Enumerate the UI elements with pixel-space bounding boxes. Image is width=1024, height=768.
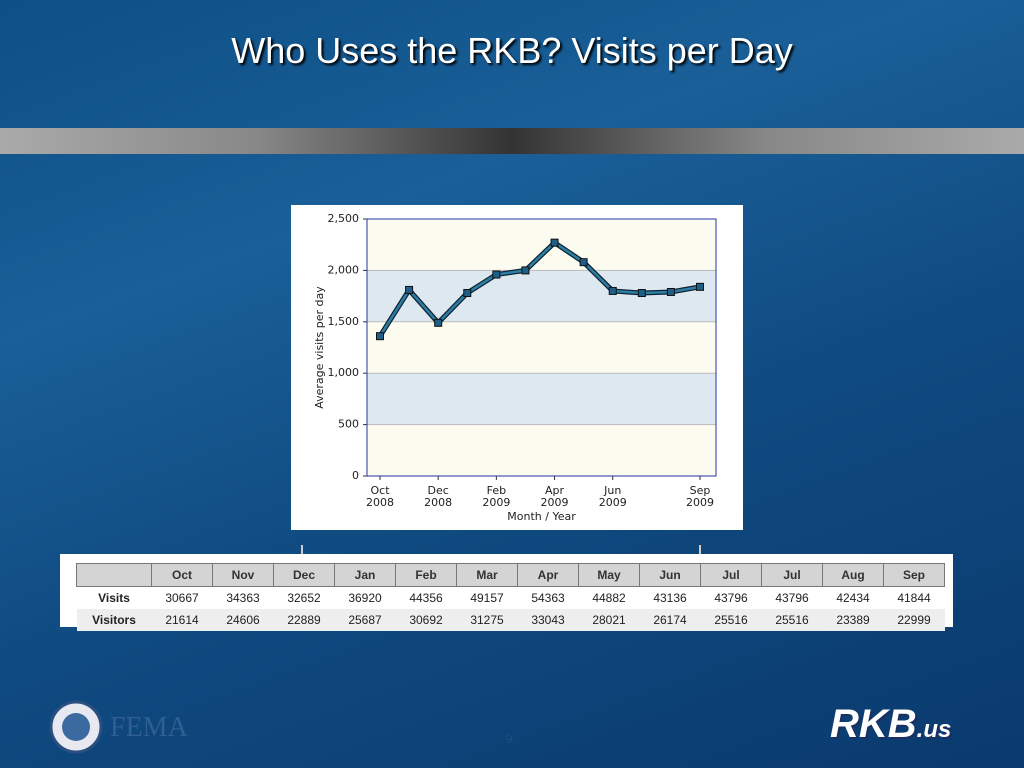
plot-band: [367, 321, 716, 374]
header-cell: Nov: [212, 563, 274, 587]
table-cell: 44882: [592, 591, 626, 605]
table-cell: 25516: [700, 609, 762, 631]
header-cell: Jan: [334, 563, 396, 587]
table-cell: 28021: [578, 609, 640, 631]
x-tick-label: Dec 2008: [424, 484, 453, 509]
header-cell: Oct: [151, 563, 213, 587]
row-label: Visits: [98, 591, 130, 605]
data-point: [492, 270, 501, 279]
data-point: [579, 258, 588, 267]
data-point: [696, 282, 704, 291]
seal-center: [62, 713, 90, 741]
table-cell: 26174: [639, 609, 701, 631]
table-panel: Oct Nov Dec Jan Feb Mar Apr May Jun Jul Jul Aug Sep V…: [60, 554, 953, 631]
x-tick-label: Apr 2009: [540, 484, 569, 509]
logo-suffix: .us: [916, 716, 952, 743]
agency-name: FEMA: [110, 712, 188, 743]
data-point: [637, 289, 646, 298]
data-point: [666, 287, 675, 296]
data-point: [405, 285, 414, 294]
table-cell: 23389: [822, 609, 884, 631]
table-cell: 33043: [517, 609, 579, 631]
table-cell: 24606: [212, 609, 274, 631]
table-cell: 43136: [653, 591, 687, 605]
y-axis-label: Average visits per day: [313, 286, 326, 409]
table-cell: 30667: [165, 591, 199, 605]
row-label: Visitors: [76, 609, 152, 631]
table-row: Visits 30667 34363 32652 36920 44356 49157 5436…: [77, 587, 945, 610]
slide-title: Who Uses the RKB? Visits per Day: [231, 30, 793, 71]
plot-frame: [366, 218, 717, 477]
table-cell: 42434: [836, 591, 870, 605]
header-cell: May: [578, 563, 640, 587]
table-cell: 21614: [151, 609, 213, 631]
y-tick-label: 2,000: [328, 263, 360, 276]
x-tick-label: Sep 2009: [686, 484, 714, 509]
plot-band: [367, 270, 716, 322]
data-point: [376, 332, 384, 341]
data-table: Oct Nov Dec Jan Feb Mar Apr May Jun Jul Jul Aug Sep V…: [76, 563, 945, 631]
table-cell: 54363: [531, 591, 565, 605]
logo: RKB.us: [830, 702, 951, 747]
table-cell: 25516: [761, 609, 823, 631]
header-cell: Sep: [883, 563, 945, 587]
header-cell: Jun: [639, 563, 701, 587]
data-point: [550, 238, 559, 247]
logo-text: RKB: [830, 702, 917, 746]
table-cell: 32652: [287, 591, 321, 605]
x-axis-label: Month / Year: [507, 510, 576, 523]
plot-band: [367, 219, 716, 271]
table-cell: 43796: [714, 591, 748, 605]
x-tick-label: Oct 2008: [366, 484, 394, 509]
table-cell: 31275: [456, 609, 518, 631]
plot-band: [367, 373, 716, 425]
x-tick-label: Jun 2009: [598, 484, 627, 509]
data-point: [608, 286, 617, 295]
table-row: Visitors 21614 24606 22889 25687 30692 31275 33…: [76, 609, 945, 631]
table-cell: 30692: [395, 609, 457, 631]
table-cell: 22999: [883, 609, 945, 631]
table-cell: 49157: [470, 591, 504, 605]
header-cell: Apr: [517, 563, 579, 587]
data-line: [378, 241, 701, 337]
table-cell: 36920: [348, 591, 382, 605]
page-number: 9: [505, 732, 513, 746]
header-cell: [76, 563, 152, 587]
data-point: [434, 318, 443, 327]
y-tick-label: 2,500: [328, 212, 360, 225]
header-cell: Feb: [395, 563, 457, 587]
header-cell: Jul: [700, 563, 762, 587]
header-cell: Mar: [456, 563, 518, 587]
y-tick-label: 0: [352, 469, 359, 482]
header-cell: Jul: [761, 563, 823, 587]
header-row: Oct Nov Dec Jan Feb Mar Apr May Jun Jul Jul Aug Sep: [76, 563, 945, 587]
header-cell: Dec: [273, 563, 335, 587]
header-cell: Aug: [822, 563, 884, 587]
table-cell: 43796: [775, 591, 809, 605]
data-point: [463, 289, 472, 298]
table-cell: 22889: [273, 609, 335, 631]
table-cell: 34363: [226, 591, 260, 605]
x-tick-label: Feb 2009: [482, 484, 511, 509]
divider-bar: [0, 128, 1024, 154]
table-cell: 25687: [334, 609, 396, 631]
y-tick-label: 1,500: [328, 315, 360, 328]
data-point: [521, 266, 530, 275]
table-cell: 44356: [409, 591, 443, 605]
y-tick-label: 1,000: [328, 366, 360, 379]
y-tick-label: 500: [338, 418, 359, 431]
table-cell: 41844: [897, 591, 931, 605]
plot-band: [367, 424, 716, 476]
